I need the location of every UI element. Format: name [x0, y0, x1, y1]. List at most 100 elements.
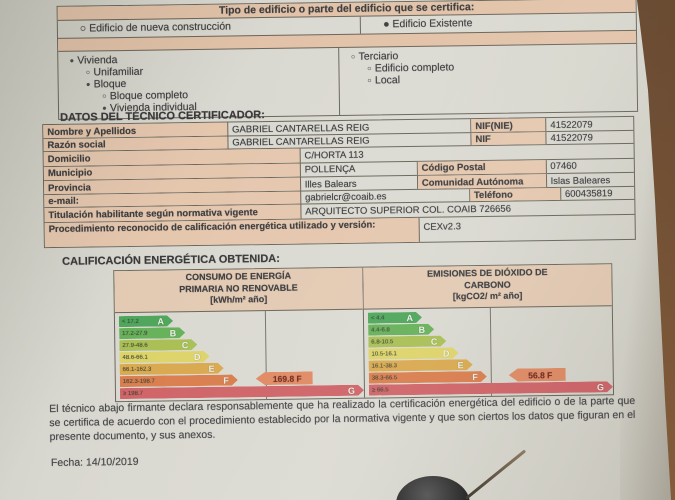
field-label: Razón social	[43, 136, 229, 152]
consumption-chart-title: CONSUMO DE ENERGÍA PRIMARIA NO RENOVABLE…	[114, 267, 363, 314]
field-value: 41522079	[550, 118, 593, 131]
rating-range: ≥ 66.5	[371, 386, 389, 394]
radio-checked-icon: ●	[383, 18, 390, 31]
list-item-label: Vivienda	[77, 54, 118, 67]
rating-arrow-c: 27.9-48.6 C	[119, 339, 197, 351]
radio-unchecked-icon: ○	[367, 65, 372, 73]
consumption-value-marker: 169.8 F	[256, 371, 313, 385]
rating-range: 48.6-66.1	[122, 354, 148, 361]
radio-checked-icon: ●	[85, 80, 91, 89]
rating-letter: G	[347, 385, 356, 396]
energy-rating-table: CONSUMO DE ENERGÍA PRIMARIA NO RENOVABLE…	[113, 263, 615, 403]
rating-arrow-g: ≥ 66.5 G	[369, 381, 613, 395]
rating-letter: B	[169, 327, 177, 338]
field-label: NIF	[471, 131, 547, 146]
list-item-edificio-completo: ○ Edificio completo	[340, 61, 455, 75]
rating-arrow-a: < 17.2 A	[119, 315, 173, 327]
field-value: 600435819	[564, 188, 613, 200]
rating-arrow-g: ≥ 198.7 G	[120, 385, 364, 399]
emissions-chart-body: < 4.4 A 4.4-6.8 B 6.8-10.5 C 10.5-16.1 D 16.…	[364, 306, 613, 397]
rating-range: 66.1-162.3	[122, 366, 152, 373]
rating-range: 162.3-198.7	[122, 378, 155, 385]
emissions-chart: EMISIONES DE DIÓXIDO DE CARBONO [kgCO2/ …	[363, 264, 613, 397]
tertiary-list: ○ Terciario ○ Edificio completo ○ Local	[340, 46, 455, 115]
rating-range: 6.8-10.5	[371, 338, 394, 346]
rating-arrow-b: 4.4-6.8 B	[368, 324, 434, 336]
list-item-label: Terciario	[358, 50, 399, 63]
rating-range: ≥ 198.7	[122, 390, 144, 397]
rating-range: < 17.2	[121, 318, 139, 325]
rating-letter: C	[181, 339, 189, 350]
consumption-chart: CONSUMO DE ENERGÍA PRIMARIA NO RENOVABLE…	[114, 267, 366, 402]
rating-row-g: ≥ 66.5 G	[369, 381, 613, 395]
list-item-label: Unifamiliar	[93, 65, 144, 79]
rating-letter: F	[223, 375, 229, 386]
rating-range: 16.1-38.3	[371, 362, 398, 370]
radio-unchecked-icon: ○	[367, 77, 372, 85]
rating-letter: D	[193, 351, 201, 362]
option-existing-building-label: Edificio Existente	[392, 17, 473, 31]
building-subtype-row: ● Vivienda ○ Unifamiliar ● Bloque ○ Bloque c…	[58, 44, 637, 119]
technician-table: Nombre y Apellidos GABRIEL CANTARELLAS R…	[42, 115, 636, 248]
radio-checked-icon: ●	[69, 57, 74, 65]
rating-arrow-b: 17.2-27.9 B	[119, 327, 185, 339]
rating-range: 17.2-27.9	[122, 330, 148, 337]
rating-arrow-d: 48.6-66.1 D	[119, 351, 209, 363]
field-value: CEXv2.3	[423, 220, 462, 233]
list-item-label: Bloque	[93, 77, 127, 91]
field-label: NIF(NIE)	[471, 118, 547, 132]
rating-letter: B	[418, 324, 426, 335]
rating-range: 38.3-66.5	[371, 374, 398, 382]
rating-letter: C	[430, 336, 438, 347]
building-type-table: Tipo de edificio o parte del edificio qu…	[56, 0, 639, 120]
radio-unchecked-icon: ○	[350, 53, 356, 61]
rating-letter: E	[208, 363, 215, 374]
rating-range: < 4.4	[370, 314, 385, 322]
energy-section-heading: CALIFICACIÓN ENERGÉTICA OBTENIDA:	[62, 252, 280, 268]
rating-range: 27.9-48.6	[122, 342, 148, 349]
declaration-paragraph: El técnico abajo firmante declara respon…	[49, 394, 636, 444]
date-line: Fecha: 14/10/2019	[50, 455, 139, 470]
rating-letter: E	[457, 359, 464, 370]
emissions-value-marker: 56.8 F	[509, 368, 566, 382]
field-label: Código Postal	[417, 159, 547, 175]
field-label: Procedimiento reconocido de calificación…	[44, 217, 420, 247]
rating-letter: G	[596, 381, 605, 392]
field-label: Teléfono	[469, 187, 561, 202]
rating-letter: F	[472, 371, 478, 382]
rating-arrow-f: 162.3-198.7 F	[120, 374, 238, 387]
option-existing-building: ● Edificio Existente	[361, 15, 472, 34]
radio-unchecked-icon: ○	[85, 68, 91, 77]
radio-unchecked-icon: ○	[102, 92, 107, 100]
rating-arrow-a: < 4.4 A	[368, 312, 422, 324]
list-item-label: Local	[374, 74, 401, 87]
field-value: gabrielcr@coaib.es	[300, 188, 471, 204]
rating-range: 10.5-16.1	[371, 350, 397, 358]
field-value: Illes Balears	[300, 175, 418, 191]
field-value: 07460	[550, 160, 577, 173]
list-item-label: Bloque completo	[109, 89, 189, 103]
rating-arrow-e: 66.1-162.3 E	[120, 363, 224, 375]
rating-letter: A	[157, 315, 165, 327]
rating-letter: D	[442, 347, 450, 359]
emissions-chart-title: EMISIONES DE DIÓXIDO DE CARBONO [kgCO2/ …	[363, 264, 612, 310]
rating-arrow-f: 38.3-66.5 F	[369, 371, 487, 384]
residential-list: ● Vivienda ○ Unifamiliar ● Bloque ○ Bloque c…	[58, 47, 341, 119]
rating-arrow-e: 16.1-38.3 E	[369, 359, 473, 371]
field-value: 41522079	[550, 132, 593, 145]
rating-arrow-c: 6.8-10.5 C	[368, 336, 446, 348]
option-new-building-label: Edificio de nueva construcción	[89, 20, 232, 35]
rating-arrow-d: 10.5-16.1 D	[368, 347, 458, 359]
field-value: Islas Baleares	[550, 174, 611, 187]
field-label: Comunidad Autónoma	[417, 174, 547, 189]
rating-letter: A	[406, 312, 414, 323]
list-item-label: Edificio completo	[374, 61, 455, 75]
title-units: [kWh/m² año]	[210, 294, 268, 305]
field-value: POLLENÇA	[300, 161, 418, 177]
field-label: Nombre y Apellidos	[43, 122, 229, 138]
radio-unchecked-icon: ○	[79, 22, 87, 35]
title-units: [kgCO2/ m² año]	[452, 290, 523, 302]
list-item-local: ○ Local	[340, 73, 455, 87]
